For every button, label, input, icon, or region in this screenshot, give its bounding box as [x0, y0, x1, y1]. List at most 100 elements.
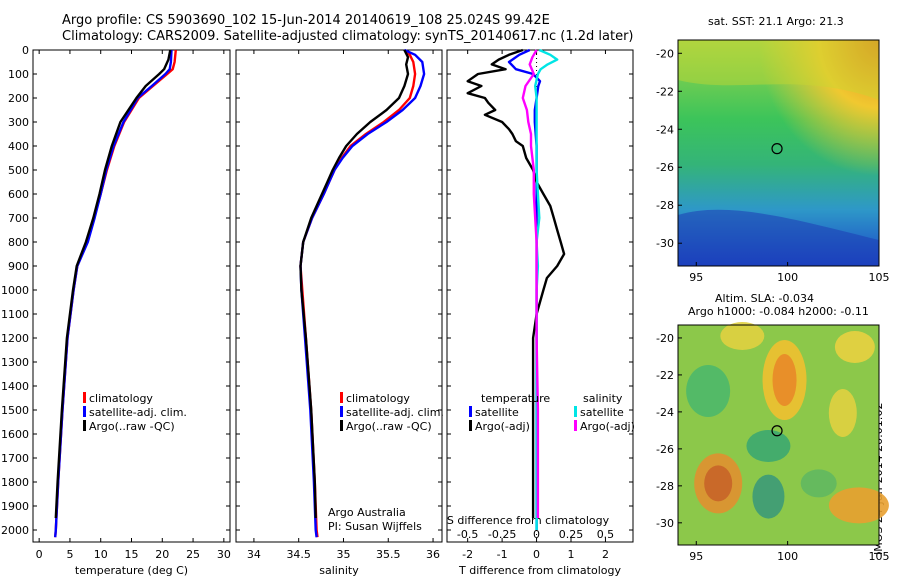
lat-tick-label: -28: [656, 480, 674, 493]
x-tick-label-temperature: 20: [155, 548, 169, 561]
sla-anomaly-blob: [834, 331, 875, 363]
lat-tick-label: -22: [656, 369, 674, 382]
x-tick-label-salinity: 35.5: [376, 548, 401, 561]
depth-tick-label: 500: [8, 164, 29, 177]
lat-tick-label: -20: [656, 332, 674, 345]
depth-tick-label: 1500: [1, 404, 29, 417]
x-tick-label-difference: -2: [462, 548, 473, 561]
sst-cold-region: [678, 209, 879, 266]
legend-title-salinity: salinity: [583, 392, 623, 405]
sla-anomaly-blob: [772, 354, 797, 406]
s-tick-label: 0.25: [559, 528, 584, 541]
lat-tick-label: -26: [656, 161, 674, 174]
x-tick-label-temperature: 0: [36, 548, 43, 561]
series-line-salinity-argo-raw-qc-: [299, 49, 410, 519]
sla-map: -20 -22 -24 -26 -28 -30 95 100 105: [656, 322, 890, 563]
climatology-title: Climatology: CARS2009. Satellite-adjuste…: [62, 29, 634, 44]
note-argo-australia: Argo Australia: [328, 506, 406, 519]
x-tick-label-temperature: 15: [125, 548, 139, 561]
x-tick-label-difference: 0: [533, 548, 540, 561]
depth-tick-label: 800: [8, 236, 29, 249]
lat-tick-label: -30: [656, 237, 674, 250]
lat-tick-label: -24: [656, 406, 674, 419]
depth-tick-label: 900: [8, 260, 29, 273]
legend-swatch-salinity: [340, 406, 343, 417]
depth-tick-label: 100: [8, 68, 29, 81]
depth-tick-label: 300: [8, 116, 29, 129]
lon-tick-label: 105: [869, 550, 890, 563]
panel-salinity: 34 34.5 35 35.5 36 salinity climatologysatelli…: [235, 48, 444, 577]
legend-swatch-temperature: [83, 392, 86, 403]
depth-tick-label: 2000: [1, 524, 29, 537]
lat-tick-label: -28: [656, 199, 674, 212]
sla-anomaly-blob: [828, 389, 857, 437]
lon-tick-label: 95: [689, 550, 703, 563]
lat-tick-label: -26: [656, 443, 674, 456]
x-axis-label-difference: T difference from climatology: [458, 564, 621, 577]
sla-anomaly-blob: [686, 365, 731, 417]
depth-tick-label: 700: [8, 212, 29, 225]
lon-tick-label: 100: [777, 271, 798, 284]
legend-label-s: Argo(-adj): [580, 420, 635, 433]
x-axis-label-temperature: temperature (deg C): [75, 564, 188, 577]
float-position-marker: [771, 425, 783, 437]
legend-label-temperature: Argo(..raw -QC): [89, 420, 175, 433]
legend-swatch-temperature: [83, 420, 86, 431]
legend-swatch-t: [469, 406, 472, 417]
sla-anomaly-blob: [720, 322, 765, 350]
legend-label-s: satellite: [580, 406, 624, 419]
sla-anomaly-blob: [828, 487, 889, 524]
lon-tick-label: 100: [777, 550, 798, 563]
x-tick-label-temperature: 30: [217, 548, 231, 561]
x-tick-label-salinity: 34.5: [286, 548, 311, 561]
axes-frame-temperature: [32, 49, 231, 543]
series-line-difference-argo-adj-: [521, 49, 540, 518]
lat-tick-label: -24: [656, 123, 674, 136]
depth-tick-label: 1400: [1, 380, 29, 393]
axes-frame-difference: [446, 49, 634, 543]
lon-tick-label: 95: [689, 271, 703, 284]
note-pi-name: PI: Susan Wijffels: [328, 520, 422, 533]
lat-tick-label: -22: [656, 85, 674, 98]
depth-tick-label: 600: [8, 188, 29, 201]
depth-tick-label: 1200: [1, 332, 29, 345]
sst-map: -20 -22 -24 -26 -28 -30 95 100 105: [656, 39, 890, 284]
depth-tick-label: 1100: [1, 308, 29, 321]
legend-label-salinity: climatology: [346, 392, 410, 405]
x-tick-label-temperature: 25: [186, 548, 200, 561]
legend-label-t: Argo(-adj): [475, 420, 530, 433]
legend-swatch-s: [574, 420, 577, 431]
sla-anomaly-blob: [704, 465, 733, 502]
sla-anomaly-blob: [752, 474, 785, 519]
x-tick-label-difference: 2: [602, 548, 609, 561]
panel-difference: -2 -1 0 1 2 T difference from climatology S di…: [446, 48, 635, 577]
sla-map-subtitle: Argo h1000: -0.084 h2000: -0.11: [688, 305, 869, 318]
s-tick-label: -0.25: [488, 528, 516, 541]
legend-label-t: satellite: [475, 406, 519, 419]
legend-swatch-temperature: [83, 406, 86, 417]
x-tick-label-salinity: 34: [247, 548, 261, 561]
series-line-temperature-argo-raw-qc-: [54, 49, 172, 519]
x-axis-label-salinity: salinity: [319, 564, 359, 577]
float-position-marker: [771, 143, 783, 155]
depth-tick-label: 1300: [1, 356, 29, 369]
s-tick-label: 0.5: [597, 528, 615, 541]
sst-yellow-band: [678, 40, 879, 100]
legend-swatch-t: [469, 420, 472, 431]
x-tick-label-difference: -1: [497, 548, 508, 561]
lat-tick-label: -20: [656, 47, 674, 60]
lon-tick-label: 105: [869, 271, 890, 284]
legend-swatch-s: [574, 406, 577, 417]
x-tick-label-salinity: 36: [426, 548, 440, 561]
depth-tick-label: 400: [8, 140, 29, 153]
x-tick-label-salinity: 35: [336, 548, 350, 561]
legend-swatch-salinity: [340, 392, 343, 403]
legend-label-temperature: climatology: [89, 392, 153, 405]
legend-label-temperature: satellite-adj. clim.: [89, 406, 187, 419]
panel-temperature: 0100200300400500600700800900100011001200…: [1, 44, 231, 577]
legend-swatch-salinity: [340, 420, 343, 431]
sst-map-title: sat. SST: 21.1 Argo: 21.3: [708, 15, 844, 28]
depth-tick-label: 1800: [1, 476, 29, 489]
depth-tick-label: 1600: [1, 428, 29, 441]
